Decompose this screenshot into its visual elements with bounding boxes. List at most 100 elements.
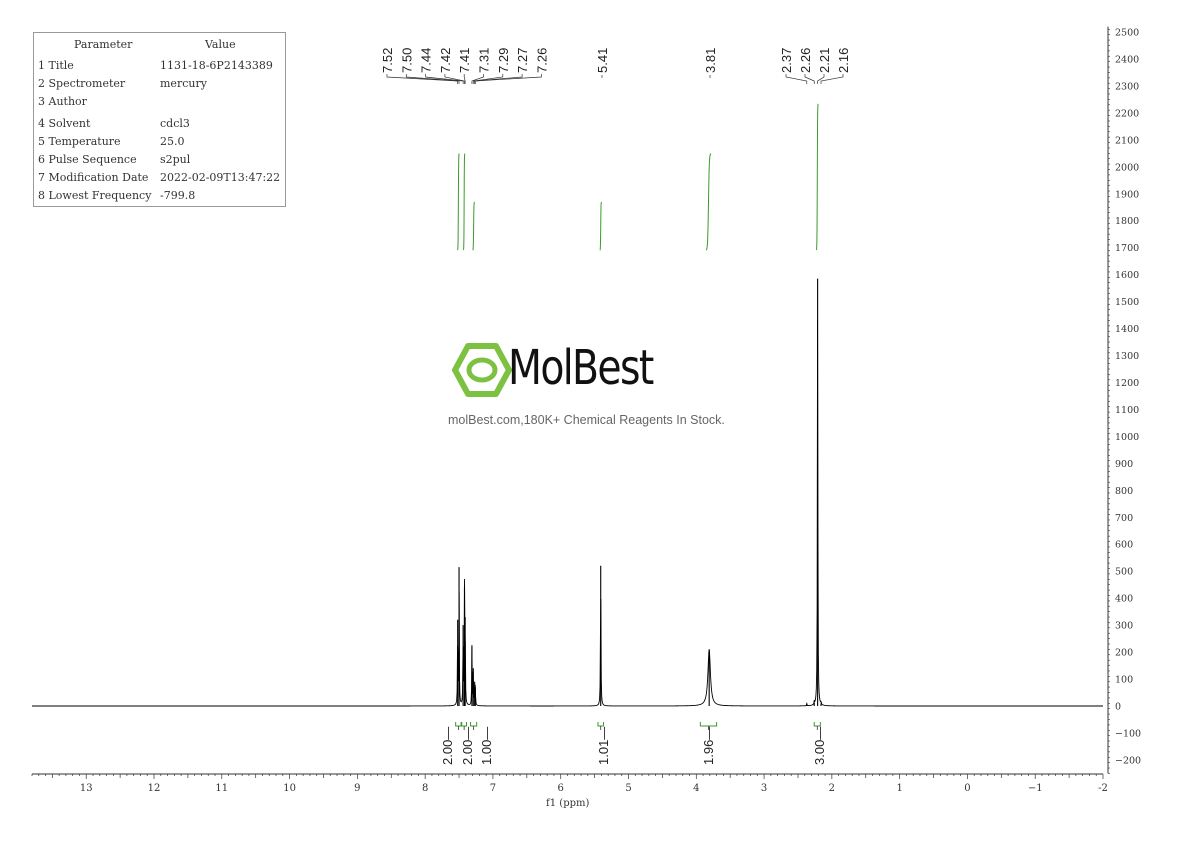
y-tick-label: 900 xyxy=(1115,459,1133,470)
peak-leader xyxy=(471,74,484,84)
peak-leader xyxy=(474,74,542,84)
x-tick-label: 0 xyxy=(964,783,970,794)
param-row: 8 Lowest Frequency -799.8 xyxy=(38,189,283,205)
brand-name: MolBest xyxy=(508,340,654,396)
x-tick-label: 7 xyxy=(490,783,496,794)
param-key: 1 Title xyxy=(38,59,74,72)
x-tick-label: 5 xyxy=(625,783,631,794)
peak-label: 2.26 xyxy=(798,48,813,73)
peak-label: 7.50 xyxy=(399,48,414,73)
peak-label: 5.41 xyxy=(595,48,610,73)
integral-bracket xyxy=(699,722,718,727)
y-tick-label: 1200 xyxy=(1115,378,1139,389)
y-tick-label: 500 xyxy=(1115,567,1133,578)
param-value: mercury xyxy=(160,77,207,90)
param-key: 7 Modification Date xyxy=(38,171,149,184)
integral-bracket xyxy=(455,722,462,727)
x-tick-label: 1 xyxy=(896,783,902,794)
integral-label: 1.96— xyxy=(701,727,716,765)
integral-label: 3.00— xyxy=(812,727,827,765)
peak-label: 3.81 xyxy=(703,48,718,73)
peak-leader xyxy=(817,74,825,84)
param-value: s2pul xyxy=(160,153,191,166)
peak-leader xyxy=(386,74,459,84)
x-tick-label: 13 xyxy=(80,783,93,794)
integral-curve xyxy=(815,103,819,251)
y-tick-label: 700 xyxy=(1115,513,1133,524)
peak-leader xyxy=(405,74,460,84)
y-tick-label: 2200 xyxy=(1115,108,1139,119)
y-tick-label: −200 xyxy=(1115,755,1141,766)
param-row: 7 Modification Date 2022-02-09T13:47:22 xyxy=(38,171,283,187)
integral-label: 1.00— xyxy=(479,727,494,765)
y-tick-label: 300 xyxy=(1115,621,1133,632)
peak-label: 7.26 xyxy=(534,48,549,73)
integral-curve xyxy=(457,153,460,251)
param-value: -799.8 xyxy=(160,189,196,202)
param-row: 5 Temperature 25.0 xyxy=(38,135,283,151)
value-header: Value xyxy=(205,38,236,51)
param-row: 4 Solvent cdcl3 xyxy=(38,117,283,133)
spectrum-line xyxy=(32,319,1103,707)
x-tick-label: 2 xyxy=(829,783,835,794)
param-key: 8 Lowest Frequency xyxy=(38,189,152,202)
peak-leader xyxy=(463,74,466,84)
peak-label: 7.27 xyxy=(515,48,530,73)
peak-leader xyxy=(425,74,464,84)
peak-leader xyxy=(444,74,465,84)
param-value: 1131-18-6P2143389 xyxy=(160,59,273,72)
x-tick-label: 8 xyxy=(422,783,428,794)
y-tick-label: 200 xyxy=(1115,648,1133,659)
integral-curve xyxy=(462,153,466,251)
y-tick-label: 2100 xyxy=(1115,135,1139,146)
param-value: 25.0 xyxy=(160,135,185,148)
integral-curve xyxy=(599,201,602,251)
integral-curve xyxy=(705,153,712,251)
integral-label: 1.01— xyxy=(596,727,611,765)
y-tick-label: 1300 xyxy=(1115,351,1139,362)
peak-label: 7.42 xyxy=(438,48,453,73)
y-tick-label: 2300 xyxy=(1115,81,1139,92)
y-tick-label: 1800 xyxy=(1115,216,1139,227)
y-tick-label: 1600 xyxy=(1115,270,1139,281)
y-tick-label: 1500 xyxy=(1115,297,1139,308)
y-tick-label: 400 xyxy=(1115,594,1133,605)
y-tick-label: 800 xyxy=(1115,486,1133,497)
peak-label: 7.41 xyxy=(457,48,472,73)
integral-curve xyxy=(472,201,475,251)
y-tick-label: 1700 xyxy=(1115,243,1139,254)
peak-leader xyxy=(804,74,815,84)
x-tick-label: -2 xyxy=(1098,783,1108,794)
param-row: 1 Title 1131-18-6P2143389 xyxy=(38,59,283,75)
parameter-header: Parameter xyxy=(74,38,133,51)
peak-label: 2.16 xyxy=(836,48,851,73)
y-tick-label: 0 xyxy=(1115,702,1121,713)
x-tick-label: 10 xyxy=(283,783,296,794)
y-tick-label: 100 xyxy=(1115,675,1133,686)
peak-label: 7.44 xyxy=(419,48,434,73)
watermark: MolBest molBest.com,180K+ Chemical Reage… xyxy=(448,340,748,435)
x-tick-label: 6 xyxy=(558,783,564,794)
peak-label: 7.29 xyxy=(496,48,511,73)
y-tick-label: 600 xyxy=(1115,540,1133,551)
benzene-logo-icon xyxy=(452,343,512,397)
y-tick-label: 1900 xyxy=(1115,189,1139,200)
param-value: 2022-02-09T13:47:22 xyxy=(160,171,281,184)
param-key: 4 Solvent xyxy=(38,117,91,130)
x-tick-label: −1 xyxy=(1028,783,1043,794)
peak-leader xyxy=(474,74,523,84)
param-key: 6 Pulse Sequence xyxy=(38,153,137,166)
integral-label: 2.00— xyxy=(460,727,475,765)
integral-bracket xyxy=(813,722,821,727)
peak-label: 2.21 xyxy=(817,48,832,73)
param-row: 6 Pulse Sequence s2pul xyxy=(38,153,283,169)
x-tick-label: 9 xyxy=(354,783,360,794)
param-key: 5 Temperature xyxy=(38,135,121,148)
integral-bracket xyxy=(597,722,604,727)
peak-leader xyxy=(472,74,504,84)
x-tick-label: 12 xyxy=(148,783,161,794)
integral-bracket xyxy=(470,722,478,727)
x-tick-label: 4 xyxy=(693,783,699,794)
peak-label: 7.31 xyxy=(477,48,492,73)
x-tick-label: 11 xyxy=(215,783,228,794)
